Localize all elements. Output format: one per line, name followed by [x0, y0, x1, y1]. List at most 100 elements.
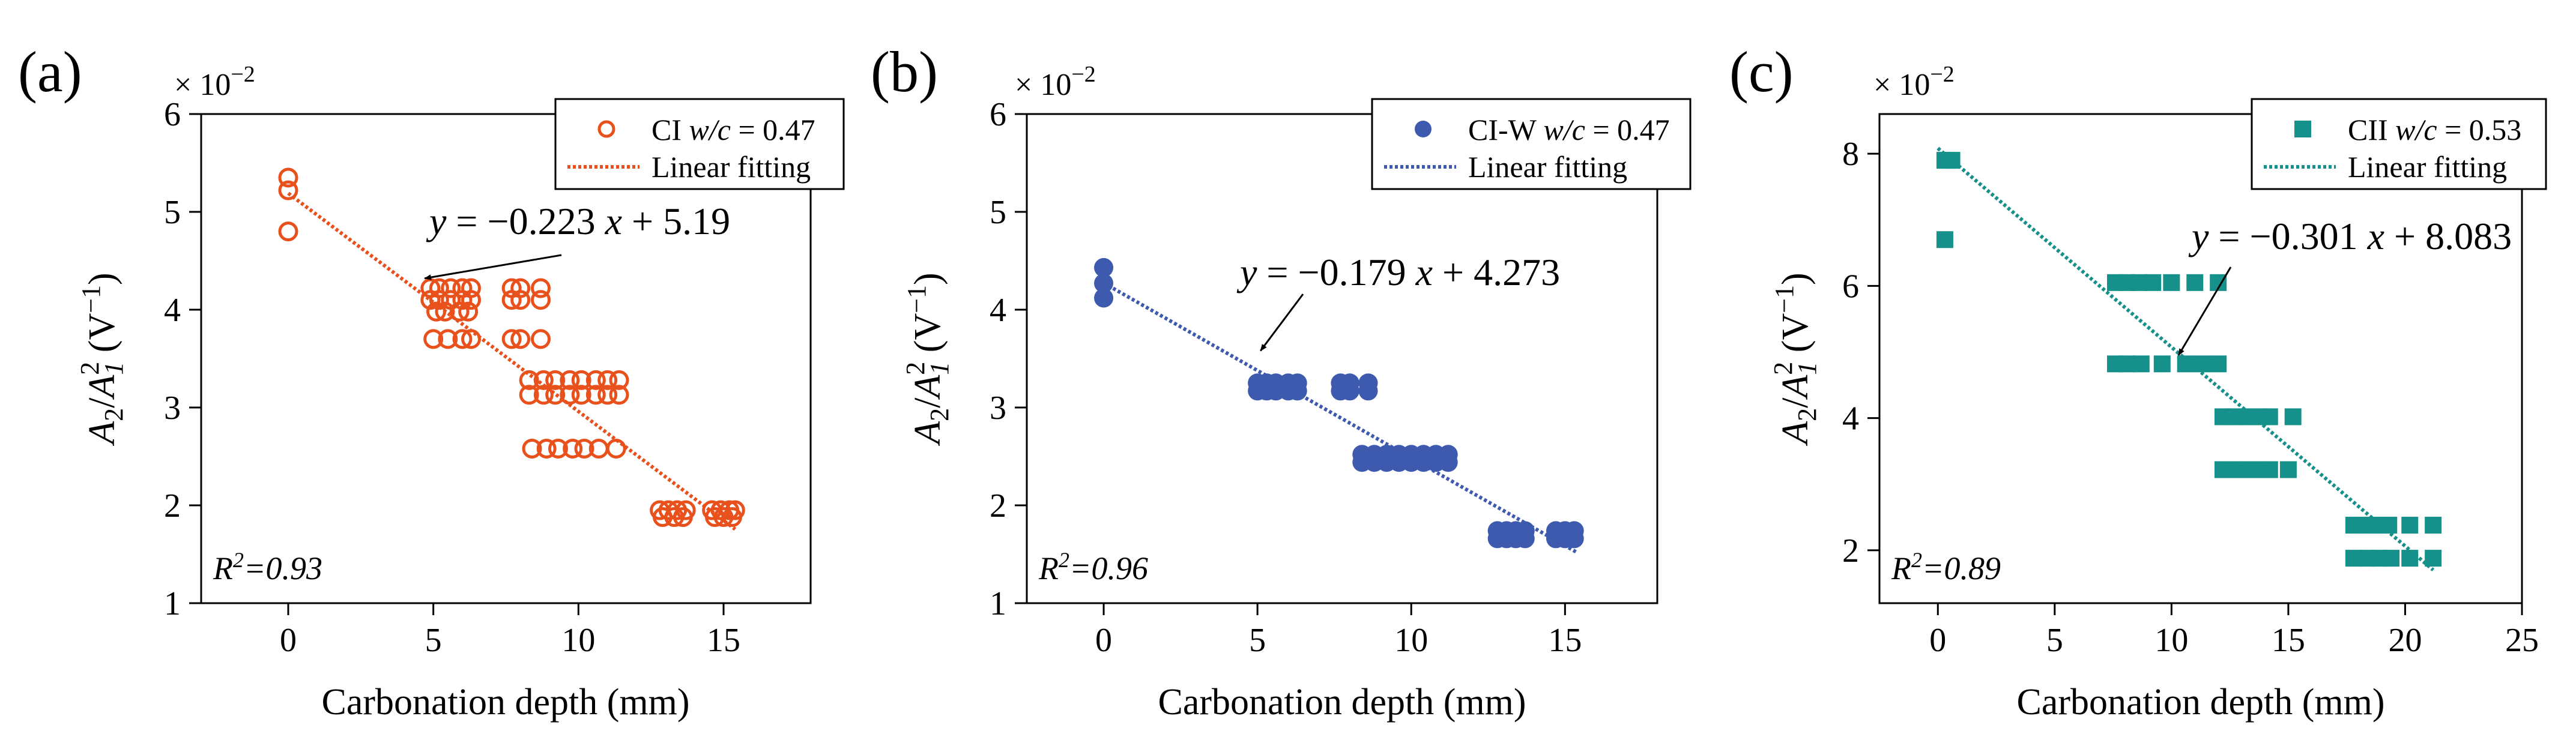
panel-label: (c): [1729, 40, 1794, 104]
data-point: [531, 329, 551, 349]
x-tick-label: 10: [561, 622, 595, 659]
data-point: [531, 278, 551, 298]
data-point: [452, 290, 473, 310]
panel-label: (b): [871, 40, 938, 104]
x-ticks: 0 5 10 15 20 25: [1929, 603, 2539, 659]
data-point: [1094, 273, 1114, 293]
y-tick-label: 6: [164, 96, 181, 133]
data-point: [533, 370, 554, 390]
axis-multiplier: × 10−2: [1015, 62, 1096, 102]
points-layer: [1936, 152, 2442, 567]
x-axis-title: Carbonation depth (mm): [322, 682, 690, 723]
equation-arrow: [1260, 293, 1304, 352]
y-tick-label: 8: [1842, 136, 1859, 173]
data-point: [278, 167, 298, 188]
data-point: [2345, 517, 2362, 534]
legend-fit-label: Linear fitting: [1468, 150, 1627, 184]
data-point: [501, 329, 522, 349]
points-layer: [278, 167, 745, 528]
data-point: [278, 221, 298, 242]
legend-box: [554, 98, 845, 190]
legend-series-label: CII w/c = 0.53: [2348, 113, 2521, 146]
y-axis-title: A2/A12 (V−1): [901, 272, 954, 446]
legend-box: [2251, 98, 2547, 190]
equation-arrow: [423, 254, 562, 280]
data-point: [585, 370, 606, 390]
data-point: [452, 329, 473, 349]
data-point: [522, 438, 542, 459]
y-ticks: 1 2 3 4 5 6: [164, 96, 201, 622]
panel-a: (a) × 10−2 0 5 10 15 1 2 3 4 5 6 y = −0.223 x + …: [18, 40, 845, 723]
legend: CI-W w/c = 0.47 Linear fitting: [1371, 98, 1692, 190]
data-point: [2261, 408, 2278, 426]
data-point: [461, 290, 481, 310]
y-tick-label: 5: [990, 194, 1006, 231]
data-point: [585, 385, 606, 405]
x-tick-label: 20: [2388, 622, 2422, 659]
data-point: [2163, 274, 2180, 291]
data-point: [519, 385, 539, 405]
y-tick-label: 6: [990, 96, 1006, 133]
data-point: [2130, 274, 2147, 291]
data-point: [609, 385, 629, 405]
panel-b: (b) × 10−2 0 5 10 15 1 2 3 4 5 6 y = −0.179 x + …: [871, 40, 1692, 723]
x-tick-label: 25: [2505, 622, 2539, 659]
y-ticks: 2 4 6 8: [1842, 136, 1879, 570]
data-point: [664, 507, 685, 528]
data-point: [713, 507, 734, 528]
data-point: [1358, 381, 1378, 401]
fit-equation: y = −0.223 x + 5.19: [426, 200, 730, 242]
data-point: [426, 301, 446, 322]
axis-multiplier: × 10−2: [1873, 62, 1955, 102]
panel-label: (a): [18, 40, 82, 104]
data-point: [429, 290, 449, 310]
data-point: [519, 370, 539, 390]
data-point: [2401, 550, 2419, 567]
fit-layer: [1102, 281, 1579, 555]
x-tick-label: 15: [2272, 622, 2305, 659]
data-point: [2144, 274, 2162, 291]
data-point: [2132, 355, 2150, 373]
data-point: [2237, 408, 2255, 426]
fit-equation: y = −0.301 x + 8.083: [2188, 215, 2512, 257]
legend-series-label: CI-W w/c = 0.47: [1468, 113, 1670, 146]
data-point: [2118, 355, 2136, 373]
data-point: [563, 438, 583, 459]
x-tick-label: 0: [1095, 622, 1112, 659]
x-axis-title: Carbonation depth (mm): [1158, 682, 1526, 723]
fit-line: [287, 191, 737, 531]
data-point: [2425, 517, 2442, 534]
legend-fit-label: Linear fitting: [652, 150, 811, 184]
data-point: [423, 329, 444, 349]
x-ticks: 0 5 10 15: [280, 603, 740, 659]
y-tick-label: 2: [164, 487, 181, 525]
data-point: [2153, 355, 2171, 373]
data-point: [441, 278, 461, 298]
x-tick-label: 15: [707, 622, 740, 659]
x-tick-label: 5: [2046, 622, 2063, 659]
y-axis-title: A2/A12 (V−1): [1768, 272, 1822, 446]
data-point: [2193, 355, 2210, 373]
data-point: [653, 507, 673, 528]
fit-line: [1102, 281, 1579, 555]
data-point: [2345, 550, 2362, 567]
data-point: [548, 438, 568, 459]
y-tick-label: 6: [1842, 268, 1859, 305]
data-point: [435, 301, 455, 322]
x-tick-label: 0: [280, 622, 297, 659]
y-tick-label: 4: [990, 292, 1006, 329]
data-point: [560, 385, 580, 405]
panel-c: (c) × 10−2 0 5 10 15 20 25 2 4 6 8 y = −0.301 x …: [1729, 40, 2547, 723]
data-point: [1936, 231, 1953, 248]
x-ticks: 0 5 10 15: [1095, 603, 1582, 659]
fit-equation: y = −0.179 x + 4.273: [1236, 251, 1560, 293]
data-point: [2401, 517, 2419, 534]
legend-marker-symbol: [1415, 121, 1432, 137]
fit-layer: [287, 191, 737, 531]
data-point: [1094, 257, 1114, 277]
data-point: [1340, 381, 1359, 401]
legend-series-label: CI w/c = 0.47: [652, 113, 815, 146]
data-point: [510, 329, 531, 349]
x-tick-label: 5: [1249, 622, 1266, 659]
